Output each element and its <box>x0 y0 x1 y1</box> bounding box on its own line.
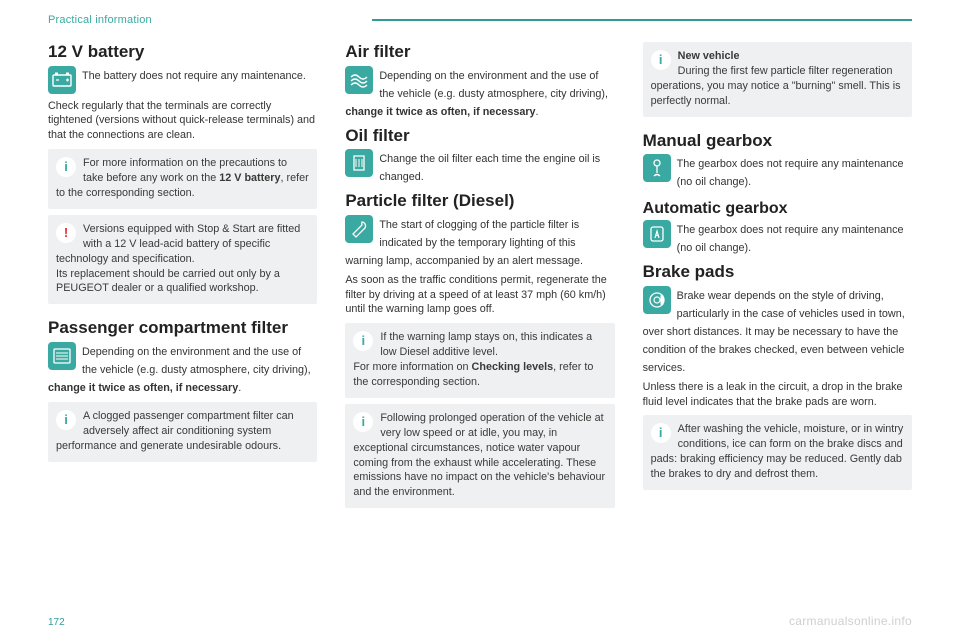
particle-icon-para: The start of clogging of the particle fi… <box>345 215 614 269</box>
heading-manual-gearbox: Manual gearbox <box>643 131 912 151</box>
cabin-filter-icon-para: Depending on the environment and the use… <box>48 342 317 396</box>
brakes-info-callout: i After washing the vehicle, moisture, o… <box>643 415 912 490</box>
brake-pads-body2: Unless there is a leak in the circuit, a… <box>643 380 912 410</box>
warn-icon: ! <box>56 223 76 243</box>
callout-text: For more information on the precautions … <box>56 157 309 199</box>
battery-icon <box>48 66 76 94</box>
heading-brake-pads: Brake pads <box>643 262 912 282</box>
cabin-filter-info-callout: i A clogged passenger compartment filter… <box>48 402 317 462</box>
automatic-gearbox-icon-para: The gearbox does not require any mainten… <box>643 220 912 256</box>
air-filter-text: Depending on the environment and the use… <box>345 70 608 118</box>
heading-cabin-filter: Passenger compartment filter <box>48 318 317 338</box>
particle-info-callout-1: i If the warning lamp stays on, this ind… <box>345 323 614 398</box>
content-columns: 12 V battery The battery does not requir… <box>48 36 912 514</box>
text-fragment: . <box>238 382 241 394</box>
automatic-gearbox-text: The gearbox does not require any mainten… <box>677 224 904 254</box>
info-icon: i <box>353 412 373 432</box>
brake-disc-icon <box>643 286 671 314</box>
battery-warn-callout: ! Versions equipped with Stop & Start ar… <box>48 215 317 304</box>
heading-air-filter: Air filter <box>345 42 614 62</box>
info-icon: i <box>353 331 373 351</box>
info-icon: i <box>56 157 76 177</box>
text-fragment: . <box>536 106 539 118</box>
oil-filter-icon-para: Change the oil filter each time the engi… <box>345 149 614 185</box>
callout-text: A clogged passenger compartment filter c… <box>56 410 294 452</box>
column-1: 12 V battery The battery does not requir… <box>48 36 317 514</box>
heading-particle-filter: Particle filter (Diesel) <box>345 191 614 211</box>
air-filter-icon-para: Depending on the environment and the use… <box>345 66 614 120</box>
battery-info-callout: i For more information on the precaution… <box>48 149 317 209</box>
wrench-icon <box>345 215 373 243</box>
callout-text: New vehicle During the first few particl… <box>651 50 901 107</box>
particle-icon-text: The start of clogging of the particle fi… <box>345 219 583 267</box>
text-fragment: During the first few particle filter reg… <box>651 65 901 107</box>
text-fragment: Its replacement should be carried out on… <box>56 268 280 295</box>
column-3: i New vehicle During the first few parti… <box>643 36 912 514</box>
column-2: Air filter Depending on the environment … <box>345 36 614 514</box>
info-icon: i <box>56 410 76 430</box>
heading-12v-battery: 12 V battery <box>48 42 317 62</box>
header-rule <box>372 19 912 21</box>
section-label: Practical information <box>48 14 152 26</box>
text-fragment: Depending on the environment and the use… <box>379 70 608 100</box>
bold-fragment: change it twice as often, if necessary <box>48 382 238 394</box>
manual-gearbox-text: The gearbox does not require any mainten… <box>677 158 904 188</box>
air-filter-icon <box>345 66 373 94</box>
page-number: 172 <box>48 617 65 628</box>
bold-fragment: 12 V battery <box>219 172 280 184</box>
text-fragment: If the warning lamp stays on, this indic… <box>380 331 592 358</box>
cabin-filter-icon <box>48 342 76 370</box>
heading-automatic-gearbox: Automatic gearbox <box>643 200 912 218</box>
battery-body: Check regularly that the terminals are c… <box>48 99 317 144</box>
brake-pads-text: Brake wear depends on the style of drivi… <box>643 290 905 374</box>
battery-icon-para: The battery does not require any mainten… <box>48 66 317 95</box>
watermark: carmanualsonline.info <box>789 614 912 628</box>
text-fragment: Versions equipped with Stop & Start are … <box>56 223 300 265</box>
bold-fragment: change it twice as often, if necessary <box>345 106 535 118</box>
manual-gearbox-icon-para: The gearbox does not require any mainten… <box>643 154 912 190</box>
callout-text: If the warning lamp stays on, this indic… <box>353 331 593 388</box>
gearbox-automatic-icon <box>643 220 671 248</box>
page-header: Practical information <box>48 14 912 26</box>
text-fragment: For more information on <box>353 361 471 373</box>
oil-filter-icon <box>345 149 373 177</box>
info-icon: i <box>651 423 671 443</box>
text-fragment: Depending on the environment and the use… <box>82 346 311 376</box>
oil-filter-text: Change the oil filter each time the engi… <box>379 153 600 183</box>
particle-info-callout-2: i Following prolonged operation of the v… <box>345 404 614 508</box>
callout-text: Versions equipped with Stop & Start are … <box>56 223 300 295</box>
new-vehicle-callout: i New vehicle During the first few parti… <box>643 42 912 117</box>
heading-oil-filter: Oil filter <box>345 126 614 146</box>
callout-text: Following prolonged operation of the veh… <box>353 412 605 498</box>
battery-icon-text: The battery does not require any mainten… <box>82 70 306 82</box>
bold-fragment: Checking levels <box>472 361 554 373</box>
callout-text: After washing the vehicle, moisture, or … <box>651 423 904 480</box>
info-icon: i <box>651 50 671 70</box>
callout-title: New vehicle <box>678 50 740 62</box>
gearbox-manual-icon <box>643 154 671 182</box>
brake-pads-icon-para: Brake wear depends on the style of drivi… <box>643 286 912 376</box>
cabin-filter-text: Depending on the environment and the use… <box>48 346 311 394</box>
particle-body: As soon as the traffic conditions permit… <box>345 273 614 318</box>
page: Practical information 12 V battery The b… <box>0 0 960 640</box>
